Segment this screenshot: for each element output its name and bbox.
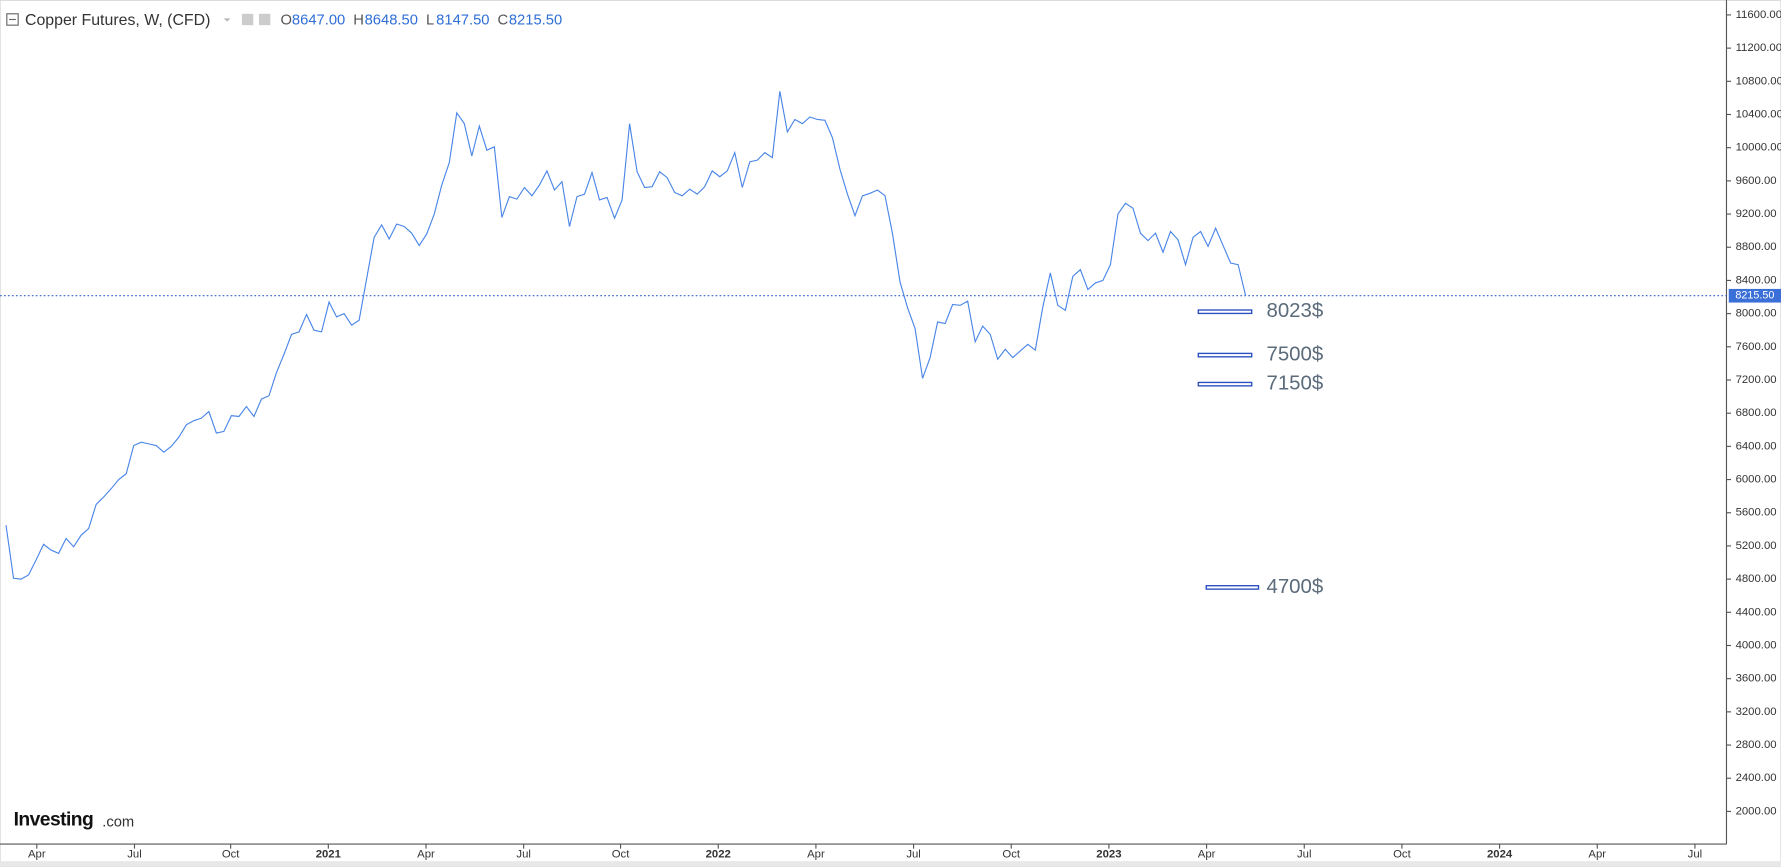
ohlc-key: C: [497, 13, 508, 29]
hide-icon[interactable]: [258, 13, 271, 26]
logo-suffix: .com: [102, 814, 134, 830]
x-tick-label: 2022: [706, 848, 731, 860]
x-tick-label: Oct: [612, 848, 630, 860]
x-tick-label: Jul: [906, 848, 921, 860]
level-label: 7150$: [1266, 372, 1323, 395]
y-tick-label: 3600.00: [1736, 673, 1777, 685]
logo-text: Investing: [14, 809, 94, 830]
ohlc-key: O: [281, 13, 292, 29]
x-tick-label: 2021: [316, 848, 341, 860]
settings-icon[interactable]: [241, 13, 254, 26]
y-tick-label: 6800.00: [1736, 407, 1777, 419]
dropdown-icon[interactable]: [223, 18, 231, 22]
x-tick-label: Apr: [417, 848, 435, 860]
x-tick-label: Jul: [1297, 848, 1312, 860]
y-tick-label: 5600.00: [1736, 507, 1777, 519]
ohlc-value: 8215.50: [509, 13, 562, 29]
x-tick-label: Apr: [807, 848, 825, 860]
ohlc-key: H: [353, 13, 364, 29]
y-tick-label: 2000.00: [1736, 805, 1777, 817]
y-tick-label: 7200.00: [1736, 374, 1777, 386]
x-tick-label: Oct: [1393, 848, 1411, 860]
y-tick-label: 2800.00: [1736, 739, 1777, 751]
y-tick-label: 10400.00: [1736, 109, 1781, 121]
ohlc-key: L: [426, 13, 434, 29]
y-tick-label: 11600.00: [1736, 9, 1781, 21]
level-label: 4700$: [1266, 575, 1323, 598]
y-tick-label: 8400.00: [1736, 274, 1777, 286]
y-tick-label: 5200.00: [1736, 540, 1777, 552]
x-tick-label: 2024: [1487, 848, 1513, 860]
last-price-label: 8215.50: [1735, 290, 1774, 302]
y-tick-label: 6400.00: [1736, 440, 1777, 452]
y-tick-label: 9200.00: [1736, 208, 1777, 220]
ohlc-value: 8147.50: [436, 13, 489, 29]
level-marker: [1197, 309, 1253, 315]
level-marker: [1197, 381, 1253, 387]
y-tick-label: 7600.00: [1736, 341, 1777, 353]
y-tick-label: 10800.00: [1736, 75, 1781, 87]
chart-title: Copper Futures, W, (CFD): [25, 12, 210, 29]
y-tick-label: 2400.00: [1736, 772, 1777, 784]
ohlc: O 8647.00 H 8648.50 L 8147.50 C 8215.50: [281, 13, 563, 29]
x-tick-label: Apr: [1588, 848, 1606, 860]
collapse-icon[interactable]: [6, 13, 19, 26]
x-tick-label: Jul: [516, 848, 531, 860]
ohlc-value: 8648.50: [365, 13, 418, 29]
y-tick-label: 9600.00: [1736, 175, 1777, 187]
level-label: 7500$: [1266, 343, 1323, 366]
ohlc-value: 8647.00: [292, 13, 345, 29]
y-tick-label: 11200.00: [1736, 42, 1781, 54]
y-tick-label: 4000.00: [1736, 639, 1777, 651]
x-tick-label: Jul: [1688, 848, 1703, 860]
last-price-tag: [1728, 288, 1781, 303]
level-marker: [1205, 585, 1260, 590]
level-marker: [1197, 352, 1253, 358]
level-label: 8023$: [1266, 299, 1323, 322]
y-tick-label: 4400.00: [1736, 606, 1777, 618]
x-tick-label: Oct: [222, 848, 240, 860]
y-tick-label: 4800.00: [1736, 573, 1777, 585]
y-tick-label: 8000.00: [1736, 308, 1777, 320]
y-tick-label: 10000.00: [1736, 142, 1781, 154]
y-tick-label: 3200.00: [1736, 706, 1777, 718]
x-tick-label: Jul: [127, 848, 142, 860]
y-tick-label: 6000.00: [1736, 474, 1777, 486]
y-tick-label: 8800.00: [1736, 241, 1777, 253]
bottom-strip: [0, 861, 1781, 867]
x-tick-label: 2023: [1096, 848, 1121, 860]
x-tick-label: Apr: [1198, 848, 1216, 860]
x-tick-label: Oct: [1002, 848, 1020, 860]
logo: Investing .com: [14, 809, 135, 830]
x-tick-label: Apr: [28, 848, 46, 860]
price-line: [5, 91, 1247, 580]
